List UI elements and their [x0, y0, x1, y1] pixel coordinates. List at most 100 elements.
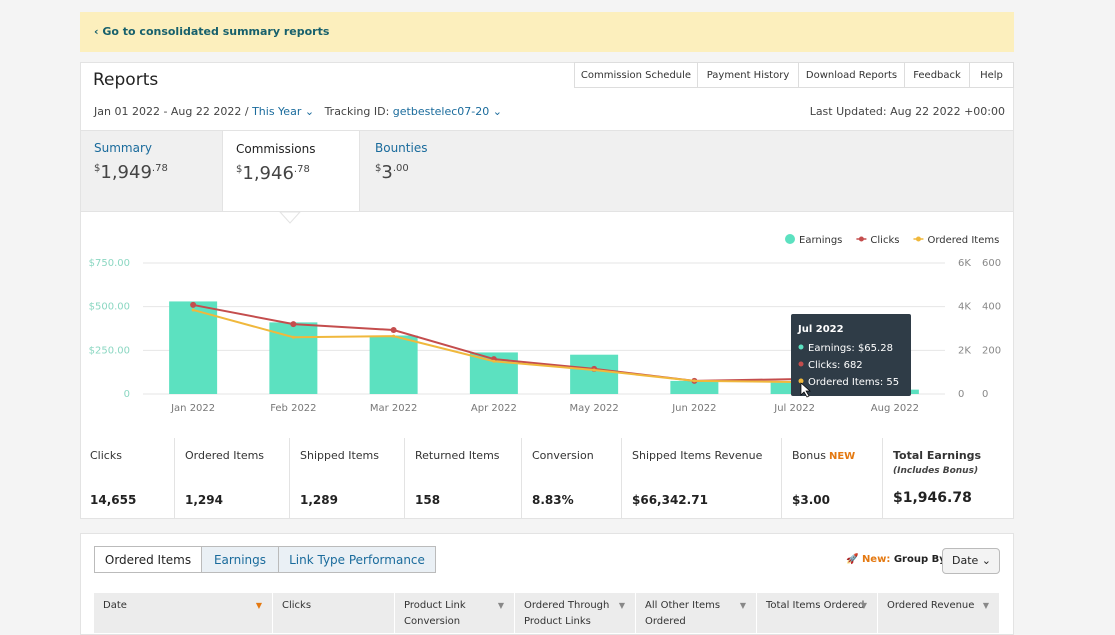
- point: [492, 359, 496, 363]
- column-header[interactable]: All Other Items Ordered ▼: [636, 593, 757, 633]
- tooltip-line: Earnings: $65.28: [808, 343, 893, 354]
- tick-label: $500.00: [89, 302, 130, 313]
- stat: Clicks 14,655: [80, 438, 175, 518]
- stat: Returned Items 158: [405, 438, 522, 518]
- legend-label: Clicks: [870, 235, 899, 246]
- stat-value: 1,294: [185, 493, 223, 507]
- stat-label: Total Earnings: [893, 449, 982, 462]
- legend-swatch: [915, 236, 921, 242]
- stat: Shipped Items Revenue $66,342.71: [622, 438, 782, 518]
- tooltip-dot: [798, 344, 804, 350]
- sort-arrow[interactable]: ▼: [618, 601, 625, 610]
- stat-value: 14,655: [90, 493, 137, 507]
- column-header[interactable]: Product Link Conversion ▼: [395, 593, 515, 633]
- new-label: 🚀 New:: [846, 554, 891, 565]
- group-value: Date: [952, 554, 979, 567]
- point: [390, 327, 397, 334]
- chart: 0 $250.00 $500.00 $750.00 0 2K 4K 6K 0 200 400 600 J…: [89, 211, 1001, 414]
- tick-label: 0: [124, 389, 130, 400]
- point: [190, 301, 197, 308]
- sort-arrow[interactable]: ▼: [255, 601, 262, 610]
- point: [592, 368, 596, 372]
- tick-label: $750.00: [89, 258, 130, 269]
- column-header[interactable]: Ordered Revenue ▼: [878, 593, 1000, 633]
- cursor: [800, 382, 811, 398]
- tab-amount: $1,949.78: [94, 162, 168, 183]
- stat: Conversion 8.83%: [522, 438, 622, 518]
- tooltip-dot: [798, 361, 804, 367]
- nav-button[interactable]: Feedback: [904, 62, 970, 88]
- column-header[interactable]: Date ▼: [94, 593, 273, 633]
- sort-arrow[interactable]: ▼: [497, 601, 504, 610]
- date-range: Jan 01 2022 - Aug 22 2022 /: [94, 105, 249, 118]
- tab-label: Commissions: [236, 142, 316, 156]
- tab-active[interactable]: Commissions $1,946.78: [222, 130, 360, 212]
- tab-label: Summary: [94, 141, 152, 155]
- sort-arrow[interactable]: ▼: [739, 601, 746, 610]
- tooltip: [791, 314, 911, 396]
- bar: [169, 301, 218, 394]
- tab-label: Bounties: [375, 141, 428, 155]
- column-header[interactable]: Clicks: [273, 593, 395, 633]
- table-tab-active[interactable]: Ordered Items: [94, 546, 202, 573]
- tick-label: 400: [982, 302, 1001, 313]
- tooltip-dot: [798, 378, 804, 384]
- tracking-dropdown[interactable]: getbestelec07-20 ⌄: [392, 105, 502, 118]
- group-by-select[interactable]: Date ⌄: [942, 548, 1000, 574]
- tooltip-title: Jul 2022: [797, 324, 844, 335]
- period-dropdown[interactable]: This Year ⌄: [252, 105, 315, 118]
- bar: [670, 380, 719, 394]
- nav-button[interactable]: Help: [969, 62, 1014, 88]
- new-text: New:: [861, 554, 891, 565]
- tick-label: 4K: [958, 302, 971, 313]
- line: [192, 303, 895, 389]
- x-tick-label: Apr 2022: [471, 403, 517, 414]
- tick-label: $250.00: [89, 345, 130, 356]
- stat-value: $66,342.71: [632, 493, 708, 507]
- stat-value: 8.83%: [532, 493, 574, 507]
- x-tick-label: Jul 2022: [773, 403, 815, 414]
- legend-label: Ordered Items: [927, 235, 999, 246]
- stat: Bonus NEW $3.00: [782, 438, 883, 518]
- x-tick-label: Mar 2022: [370, 403, 418, 414]
- bar: [369, 335, 418, 394]
- x-tick-label: May 2022: [569, 403, 618, 414]
- cents: .78: [151, 163, 168, 174]
- nav-button[interactable]: Payment History: [697, 62, 799, 88]
- tab-amount: $3.00: [375, 162, 409, 183]
- point: [392, 334, 396, 338]
- stat-label: Ordered Items: [185, 449, 265, 462]
- tracking-id: getbestelec07-20: [392, 105, 490, 118]
- line: [192, 308, 895, 391]
- point: [191, 308, 195, 312]
- group-by-label: Group By:: [893, 554, 950, 565]
- nav-button[interactable]: Commission Schedule: [574, 62, 698, 88]
- tab[interactable]: Summary $1,949.78: [81, 130, 221, 212]
- sort-arrow[interactable]: ▼: [982, 601, 989, 610]
- point: [692, 379, 696, 383]
- column-header[interactable]: Total Items Ordered ▼: [757, 593, 878, 633]
- bar: [269, 322, 318, 394]
- tick-label: 600: [982, 258, 1001, 269]
- x-tick-label: Jun 2022: [671, 403, 716, 414]
- stat: Total Earnings (Includes Bonus) $1,946.78: [883, 438, 1013, 518]
- sort-arrow[interactable]: ▼: [860, 601, 867, 610]
- table-tab[interactable]: Link Type Performance: [278, 546, 436, 573]
- column-header[interactable]: Ordered Through Product Links ▼: [515, 593, 636, 633]
- legend-swatch: [858, 236, 864, 242]
- tooltip-line: Ordered Items: 55: [808, 377, 899, 388]
- tab[interactable]: Bounties $3.00: [362, 130, 492, 212]
- stat-label: Conversion: [532, 449, 594, 462]
- nav-button[interactable]: Download Reports: [798, 62, 905, 88]
- stat-label: Clicks: [90, 449, 122, 462]
- x-tick-label: Feb 2022: [270, 403, 316, 414]
- table-tab[interactable]: Earnings: [201, 546, 279, 573]
- stat-value: 1,289: [300, 493, 338, 507]
- x-tick-label: Aug 2022: [871, 403, 919, 414]
- reports-title: Reports: [93, 70, 159, 90]
- consolidated-link[interactable]: ‹ Go to consolidated summary reports: [94, 25, 330, 38]
- tick-label: 0: [982, 389, 988, 400]
- legend-swatch: [785, 234, 795, 244]
- tick-label: 6K: [958, 258, 971, 269]
